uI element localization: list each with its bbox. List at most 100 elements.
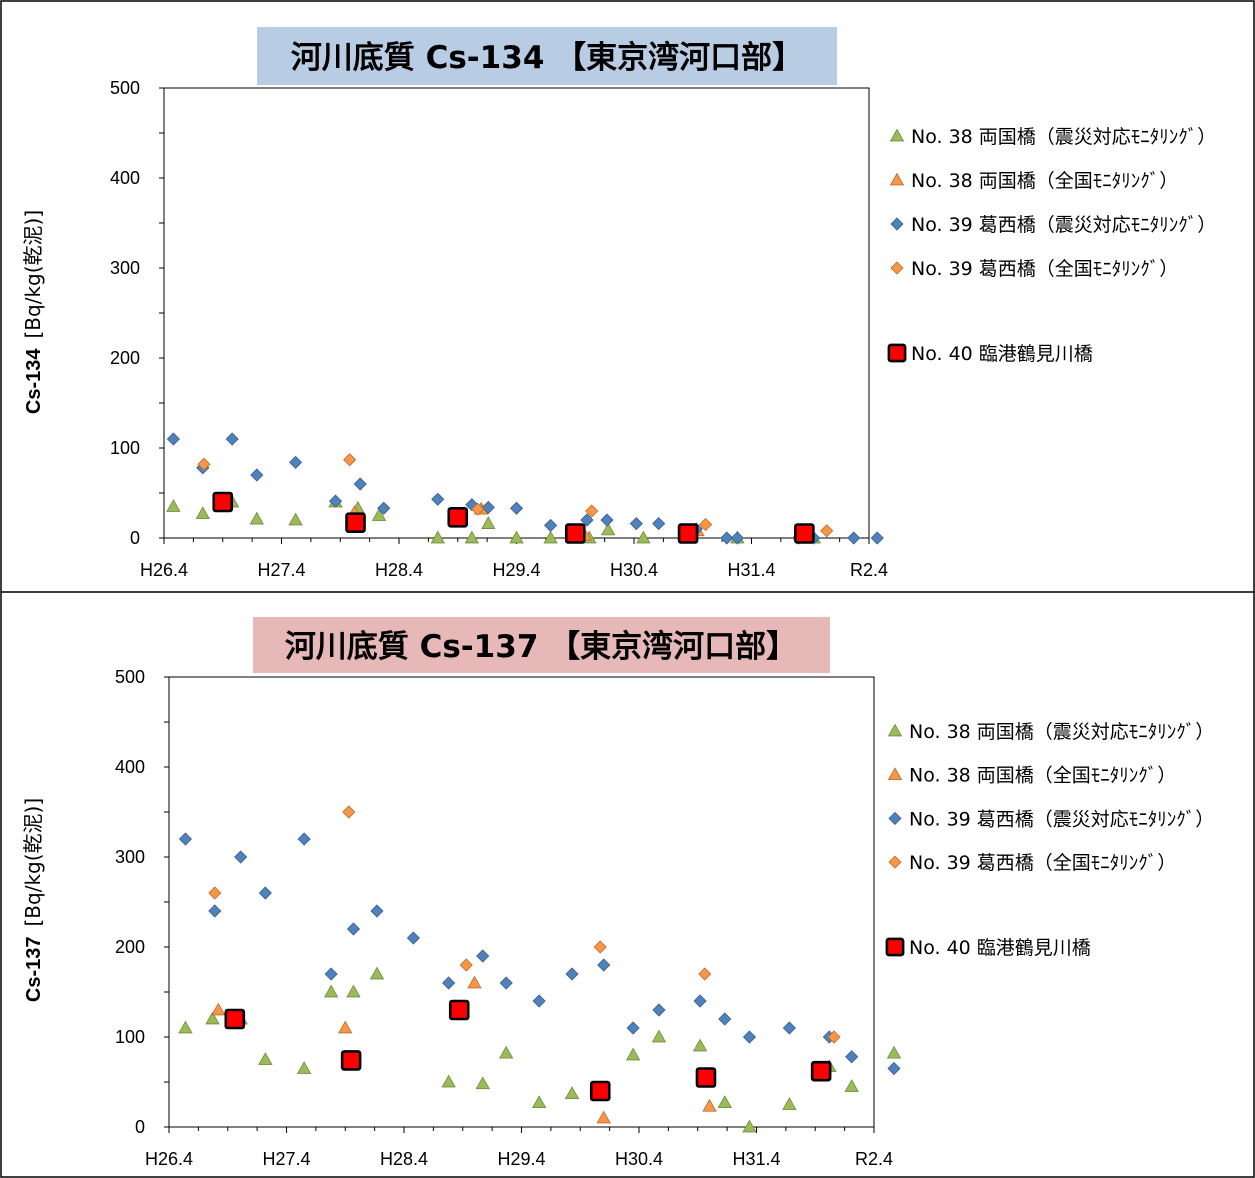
- data-point: [629, 517, 643, 531]
- data-point: [464, 530, 480, 544]
- data-point: [346, 984, 361, 998]
- legend: No. 38 両国橋（震災対応ﾓﾆﾀﾘﾝｸﾞ） No. 38 両国橋（全国ﾓﾆﾀﾘ…: [887, 126, 1216, 365]
- data-point: [532, 994, 546, 1008]
- y-axis-label-unit: [Bq/kg(乾泥)]: [21, 210, 45, 339]
- data-point: [343, 453, 357, 467]
- data-point: [476, 949, 490, 963]
- y-axis-label: Cs-137 [Bq/kg(乾泥)]: [21, 798, 45, 1002]
- data-point: [234, 850, 248, 864]
- x-tick-label: R2.4: [850, 560, 888, 580]
- square-legend-icon: [885, 937, 905, 957]
- data-point: [211, 1002, 226, 1016]
- legend-label: No. 39 葛西橋（全国ﾓﾆﾀﾘﾝｸﾞ）: [909, 852, 1176, 874]
- y-axis-label-unit: [Bq/kg(乾泥)]: [21, 798, 45, 927]
- data-point: [166, 499, 181, 512]
- data-point: [887, 1061, 901, 1076]
- data-point: [371, 508, 387, 521]
- data-point: [636, 530, 651, 544]
- data-point: [377, 501, 391, 515]
- square-legend-icon: [887, 343, 907, 363]
- data-point: [481, 500, 495, 514]
- x-tick-label: H28.4: [375, 560, 423, 580]
- y-tick-label: 200: [115, 937, 145, 957]
- data-point: [742, 1119, 757, 1133]
- legend: No. 38 両国橋（震災対応ﾓﾆﾀﾘﾝｸﾞ） No. 38 両国橋（全国ﾓﾆﾀﾘ…: [885, 721, 1214, 959]
- data-point: [323, 984, 339, 998]
- data-point: [481, 516, 496, 529]
- y-tick-label: 400: [115, 757, 145, 777]
- data-point: [258, 1052, 273, 1065]
- x-tick-label: H29.4: [492, 560, 540, 580]
- data-point: [338, 1020, 353, 1034]
- data-point: [717, 1095, 732, 1109]
- data-point: [544, 518, 558, 532]
- data-point: [564, 523, 586, 544]
- title-background: [253, 617, 830, 673]
- data-point: [593, 940, 607, 954]
- data-point: [499, 1045, 514, 1059]
- triangle-legend-icon: [889, 128, 905, 142]
- data-point: [447, 506, 469, 528]
- data-point: [324, 967, 338, 981]
- data-point: [827, 1030, 841, 1044]
- data-point: [195, 506, 210, 520]
- legend-item: No. 40 臨港鶴見川橋: [885, 937, 1091, 959]
- legend-label: No. 39 葛西橋（震災対応ﾓﾆﾀﾘﾝｸﾞ）: [909, 808, 1214, 830]
- data-point: [693, 994, 707, 1008]
- diamond-legend-icon: [890, 261, 904, 275]
- legend-label: No. 39 葛西橋（震災対応ﾓﾆﾀﾘﾝｸﾞ）: [911, 214, 1216, 236]
- data-point: [208, 886, 222, 900]
- data-point: [820, 524, 834, 538]
- diamond-legend-icon: [890, 217, 904, 231]
- data-point: [596, 1110, 611, 1124]
- data-point: [340, 1050, 362, 1071]
- data-point: [698, 967, 712, 981]
- plot-marks: [178, 805, 902, 1133]
- data-point: [652, 1003, 666, 1017]
- diamond-legend-icon: [888, 855, 902, 869]
- legend-label: No. 38 両国橋（震災対応ﾓﾆﾀﾘﾝｸﾞ）: [909, 721, 1214, 743]
- chart-title: 河川底質 Cs-137 【東京湾河口部】: [285, 629, 797, 665]
- data-point: [543, 530, 558, 544]
- data-point: [695, 1067, 717, 1088]
- x-tick-label: H30.4: [615, 1149, 663, 1169]
- triangle-legend-icon: [887, 767, 903, 781]
- data-point: [197, 457, 211, 471]
- data-point: [328, 494, 343, 508]
- data-point: [847, 531, 861, 545]
- legend-item: No. 38 両国橋（全国ﾓﾆﾀﾘﾝｸﾞ）: [887, 765, 1176, 787]
- legend-label: No. 39 葛西橋（全国ﾓﾆﾀﾘﾝｸﾞ）: [911, 258, 1178, 280]
- data-point: [626, 1021, 640, 1035]
- data-point: [600, 513, 614, 527]
- data-point: [258, 886, 272, 900]
- x-tick-label: H26.4: [140, 560, 188, 580]
- legend-item: No. 39 葛西橋（全国ﾓﾆﾀﾘﾝｸﾞ）: [890, 258, 1178, 280]
- data-point: [342, 805, 356, 819]
- data-point: [720, 531, 734, 545]
- svg-text:Cs-137[Bq/kg(乾泥)]: Cs-137 [Bq/kg(乾泥)]: [21, 798, 45, 1002]
- data-point: [730, 531, 744, 545]
- panel-cs137: 河川底質 Cs-137 【東京湾河口部】 Cs-137 [Bq/kg(乾泥)] 0…: [21, 617, 1214, 1169]
- x-tick-label: H31.4: [732, 1149, 780, 1169]
- data-point: [430, 530, 445, 544]
- data-point: [205, 1011, 220, 1025]
- legend-label: No. 38 両国橋（震災対応ﾓﾆﾀﾘﾝｸﾞ）: [911, 126, 1216, 148]
- legend-label: No. 40 臨港鶴見川橋: [911, 343, 1093, 365]
- data-point: [565, 967, 579, 981]
- data-point: [297, 832, 311, 846]
- y-tick-label: 400: [110, 168, 140, 188]
- data-point: [353, 477, 367, 491]
- data-point: [509, 530, 524, 544]
- data-point: [224, 1008, 246, 1030]
- data-point: [212, 491, 234, 513]
- data-point: [651, 1029, 667, 1043]
- data-point: [225, 432, 239, 446]
- panel-cs134: 河川底質 Cs-134 【東京湾河口部】 Cs-134 [Bq/kg(乾泥)] 0…: [21, 27, 1216, 580]
- legend-item: No. 38 両国橋（震災対応ﾓﾆﾀﾘﾝｸﾞ）: [887, 721, 1214, 743]
- y-axis-label-name: Cs-137: [23, 937, 45, 1003]
- data-point: [531, 1095, 547, 1109]
- data-point: [441, 1074, 456, 1088]
- data-point: [699, 517, 713, 532]
- data-point: [718, 1012, 732, 1026]
